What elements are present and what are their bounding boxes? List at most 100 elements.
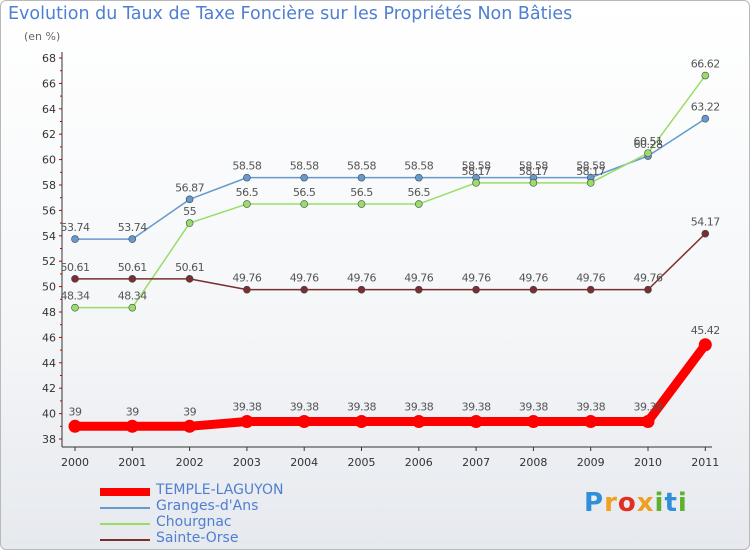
y-tick-label: 42 [42,382,56,395]
data-point [529,285,538,294]
data-point [357,285,366,294]
y-tick-label: 56 [42,204,56,217]
data-point [185,195,194,204]
data-label: 39 [183,405,196,418]
data-label: 39.38 [576,400,605,413]
data-point [529,179,538,187]
y-tick-label: 66 [42,77,56,90]
data-label: 39.38 [404,400,433,413]
data-label: 49.76 [519,272,548,285]
data-point [469,414,483,428]
x-tick-label: 2007 [462,456,490,469]
data-point [584,414,598,428]
chart-title: Evolution du Taux de Taxe Foncière sur l… [8,4,573,24]
data-label: 39.38 [232,400,261,413]
data-label: 50.61 [175,261,204,274]
data-point [414,285,423,294]
data-point [644,149,652,157]
data-point [414,173,423,182]
data-point [472,285,480,294]
data-label: 49.76 [634,272,663,285]
data-point [243,173,251,182]
data-label: 49.76 [576,272,605,285]
y-tick-label: 68 [42,52,56,65]
data-label: 49.76 [404,272,433,285]
data-point [297,414,311,428]
legend-label: Chourgnac [156,514,232,530]
data-point [355,414,368,428]
data-point [71,303,79,312]
data-label: 49.76 [290,272,319,285]
y-tick-label: 64 [42,103,56,116]
y-tick-label: 48 [42,306,56,319]
data-label: 58.17 [462,165,491,178]
data-point [357,173,366,182]
y-tick-label: 52 [42,255,56,268]
x-tick-label: 2008 [519,456,547,469]
x-tick-label: 2002 [176,456,204,469]
data-label: 66.62 [691,58,720,71]
series-line [74,232,707,291]
legend-label: Granges-d'Ans [156,498,259,514]
data-label: 39 [69,405,82,418]
data-label: 45.42 [691,324,720,337]
data-point [71,275,79,283]
series-line [74,117,707,240]
data-point [300,173,309,182]
data-point [412,414,426,428]
data-label: 48.34 [61,290,90,303]
data-point [644,285,652,294]
series-line [70,340,710,431]
legend-swatch [100,488,150,496]
data-label: 58.58 [576,160,605,173]
y-tick-label: 58 [42,179,56,192]
data-point [357,200,366,208]
data-label: 58.58 [290,160,319,173]
data-point [472,179,480,187]
y-tick-label: 62 [42,128,56,141]
legend-swatch [100,539,150,541]
x-tick-label: 2001 [118,456,146,469]
x-tick-label: 2004 [290,456,318,469]
proxiti-logo: Proxiti [584,488,688,518]
y-tick-label: 50 [42,281,56,294]
legend-item: Chourgnac [100,514,320,532]
y-tick-label: 38 [42,433,56,446]
data-point [701,71,710,80]
data-point [128,235,137,243]
data-label: 49.76 [232,272,261,285]
data-point [300,285,309,294]
data-label: 56.5 [408,186,431,199]
data-label: 58.58 [404,160,433,173]
x-tick-label: 2009 [577,456,605,469]
data-point [185,219,194,227]
data-point [526,414,540,428]
data-label: 56.5 [293,186,316,199]
y-tick-label: 60 [42,154,56,167]
legend: TEMPLE-LAGUYON Granges-d'Ans Chourgnac Sain… [100,482,320,548]
y-tick-label: 46 [42,331,56,344]
data-point [243,285,251,294]
legend-swatch [100,523,150,525]
data-label: 53.74 [118,221,147,234]
data-label: 39.38 [634,400,663,413]
data-label: 39.38 [519,400,548,413]
data-label: 39.38 [290,400,319,413]
data-point [185,275,194,283]
y-unit-label: (en %) [24,30,61,43]
data-label: 58.17 [519,165,548,178]
data-label: 50.61 [61,261,90,274]
legend-label: TEMPLE-LAGUYON [156,482,284,498]
x-tick-label: 2005 [348,456,376,469]
data-point [243,200,251,208]
data-label: 53.74 [61,221,90,234]
data-label: 49.76 [462,272,491,285]
data-label: 60.28 [634,138,663,151]
data-label: 60.51 [634,135,663,148]
data-point [128,275,137,283]
data-point [701,114,710,123]
x-tick-label: 2010 [634,456,662,469]
data-label: 39 [126,405,139,418]
data-label: 56.5 [350,186,373,199]
